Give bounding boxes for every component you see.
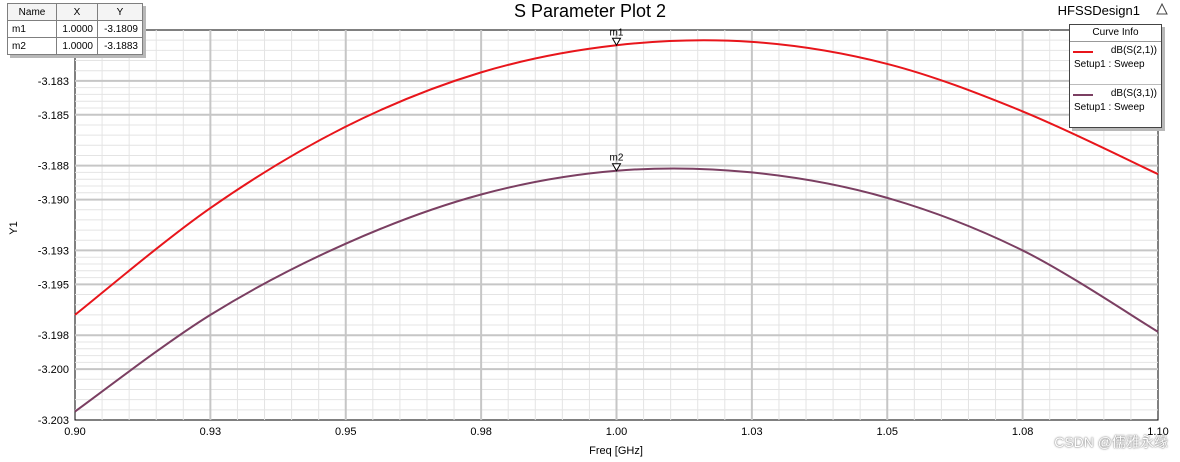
y-tick-label: -3.195 [38, 279, 69, 291]
table-row[interactable]: m2 1.0000 -3.1883 [7, 37, 143, 55]
header-x: X [56, 3, 98, 21]
marker-x: 1.0000 [56, 37, 98, 55]
y-axis-label: Y1 [8, 221, 20, 235]
marker-triangle [611, 37, 622, 47]
x-tick-label: 1.03 [741, 426, 762, 438]
table-row[interactable]: m1 1.0000 -3.1809 [7, 20, 143, 38]
legend-entry-s21[interactable]: dB(S(2,1)) Setup1 : Sweep [1070, 42, 1161, 85]
legend-title: Curve Info [1070, 25, 1161, 42]
marker-y: -3.1883 [97, 37, 143, 55]
y-tick-label: -3.188 [38, 161, 69, 173]
legend-swatch [1073, 51, 1093, 53]
x-tick-label: 1.10 [1147, 426, 1168, 438]
y-tick-label: -3.190 [38, 195, 69, 207]
design-name: HFSSDesign1 [1057, 3, 1140, 18]
x-tick-label: 1.05 [877, 426, 898, 438]
marker-name: m1 [7, 20, 57, 38]
marker-triangle [611, 163, 622, 172]
y-tick-label: -3.198 [38, 330, 69, 342]
chart-title: S Parameter Plot 2 [513, 1, 667, 21]
series-line-1 [74, 39, 1159, 316]
y-tick-label: -3.193 [38, 245, 69, 257]
y-tick-label: -3.185 [38, 110, 69, 122]
x-axis-label: Freq [GHz] [589, 445, 643, 457]
marker-name: m2 [7, 37, 57, 55]
legend-setup: Setup1 : Sweep [1074, 59, 1145, 70]
marker-x: 1.0000 [56, 20, 98, 38]
legend-entry-s31[interactable]: dB(S(3,1)) Setup1 : Sweep [1070, 85, 1161, 127]
warning-icon[interactable] [1156, 3, 1168, 15]
marker-table[interactable]: Name X Y m1 1.0000 -3.1809 m2 1.0000 -3.… [7, 3, 143, 55]
x-tick-label: 1.00 [606, 426, 627, 438]
header-y: Y [97, 3, 143, 21]
y-tick-label: -3.183 [38, 76, 69, 88]
x-tick-label: 1.08 [1012, 426, 1033, 438]
legend-series-name: dB(S(2,1)) [1110, 45, 1157, 56]
x-tick-label: 0.93 [200, 426, 221, 438]
marker-y: -3.1809 [97, 20, 143, 38]
x-tick-label: 0.98 [470, 426, 491, 438]
marker-label: m2 [610, 153, 624, 164]
marker-label: m1 [610, 27, 624, 38]
y-tick-label: -3.203 [38, 415, 69, 427]
legend-setup: Setup1 : Sweep [1074, 102, 1145, 113]
x-tick-label: 0.90 [64, 426, 85, 438]
legend-series-name: dB(S(3,1)) [1110, 88, 1157, 99]
watermark: CSDN @儒雅永缘 [1054, 434, 1168, 450]
x-tick-label: 0.95 [335, 426, 356, 438]
y-tick-label: -3.200 [38, 364, 69, 376]
legend-swatch [1073, 94, 1093, 96]
header-name: Name [7, 3, 57, 21]
curve-info-legend[interactable]: Curve Info dB(S(2,1)) Setup1 : Sweep dB(… [1069, 24, 1162, 128]
marker-table-header: Name X Y [7, 3, 143, 21]
